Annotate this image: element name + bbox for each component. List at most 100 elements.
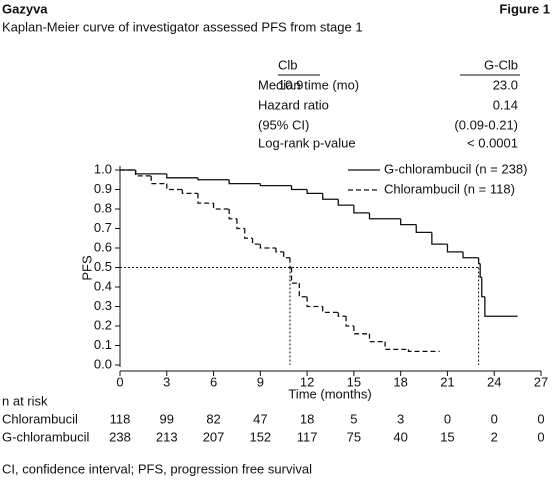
- at-risk-value: 0: [537, 411, 544, 426]
- km-step: [166, 183, 183, 191]
- km-step: [228, 179, 261, 185]
- at-risk-value: 18: [300, 411, 314, 426]
- y-tick-label: 1.0: [94, 161, 112, 176]
- km-step: [337, 312, 347, 317]
- km-step: [259, 183, 292, 187]
- stats-value: 23.0: [493, 77, 518, 92]
- km-step: [431, 232, 448, 245]
- x-axis-label: Time (months): [288, 386, 371, 401]
- km-step: [384, 341, 409, 351]
- km-step: [446, 244, 464, 253]
- at-risk-value: 213: [156, 429, 178, 444]
- x-tick-label: 0: [116, 374, 123, 389]
- y-tick-label: 0.3: [94, 298, 112, 313]
- x-tick-label: 18: [393, 374, 407, 389]
- x-tick-label: 27: [534, 374, 548, 389]
- y-tick-label: 0.5: [94, 259, 112, 274]
- brand: Gazyva: [2, 1, 48, 16]
- at-risk-value: 15: [440, 429, 454, 444]
- km-step: [345, 316, 354, 327]
- y-tick-label: 0.2: [94, 317, 112, 332]
- at-risk-value: 118: [110, 411, 131, 426]
- y-tick-label: 0.1: [94, 337, 112, 352]
- y-tick-label: 0.0: [94, 356, 112, 371]
- km-step: [368, 212, 401, 220]
- km-step: [306, 296, 323, 308]
- km-step: [368, 333, 386, 343]
- at-risk-name: G-chlorambucil: [2, 429, 90, 444]
- at-risk-value: 2: [491, 429, 498, 444]
- x-tick-label: 12: [300, 374, 314, 389]
- km-step: [197, 177, 230, 181]
- at-risk-value: 82: [206, 411, 220, 426]
- km-step: [212, 203, 230, 210]
- y-tick-label: 0.9: [94, 181, 112, 196]
- at-risk-value: 152: [249, 429, 271, 444]
- at-risk-value: 238: [109, 429, 131, 444]
- y-tick-label: 0.4: [94, 278, 112, 293]
- km-step: [166, 173, 198, 179]
- km-step: [134, 170, 167, 175]
- km-step: [197, 193, 214, 204]
- km-step: [322, 193, 339, 200]
- at-risk-title: n at risk: [2, 393, 48, 408]
- stats-label: Hazard ratio: [258, 97, 329, 112]
- km-step: [134, 170, 152, 177]
- km-step: [479, 263, 482, 278]
- stats-label: (95% CI): [258, 117, 309, 132]
- stats-header: Clb: [278, 57, 298, 72]
- km-step: [298, 283, 308, 298]
- at-risk-value: 3: [397, 411, 404, 426]
- km-step: [353, 326, 370, 335]
- km-step: [236, 218, 245, 230]
- km-step: [290, 185, 308, 191]
- y-axis-label: PFS: [79, 255, 94, 281]
- at-risk-value: 99: [160, 411, 174, 426]
- at-risk-value: 47: [253, 411, 267, 426]
- at-risk-value: 0: [491, 411, 498, 426]
- stats-label: Log-rank p-value: [258, 135, 356, 150]
- x-tick-label: 6: [210, 374, 217, 389]
- km-step: [337, 199, 354, 206]
- km-step: [481, 277, 485, 298]
- stats-value: < 0.0001: [467, 135, 518, 150]
- stats-header: G-Clb: [484, 57, 518, 72]
- km-step: [251, 238, 261, 245]
- km-step: [322, 306, 339, 313]
- at-risk-value: 5: [350, 411, 357, 426]
- km-step: [259, 244, 276, 249]
- x-tick-label: 21: [440, 374, 454, 389]
- legend-label: G-chlorambucil (n = 238): [384, 161, 527, 176]
- km-step: [484, 296, 518, 317]
- at-risk-value: 40: [393, 429, 407, 444]
- km-step: [228, 209, 237, 220]
- footnote: CI, confidence interval; PFS, progressio…: [2, 461, 312, 476]
- at-risk-value: 75: [347, 429, 361, 444]
- stats-label: Median time (mo): [258, 77, 359, 92]
- km-step: [150, 175, 167, 185]
- chart-title: Kaplan-Meier curve of investigator asses…: [2, 19, 363, 34]
- at-risk-value: 117: [297, 429, 318, 444]
- figure-label: Figure 1: [499, 1, 550, 16]
- at-risk-value: 0: [444, 411, 451, 426]
- legend-label: Chlorambucil (n = 118): [384, 181, 515, 196]
- km-step: [275, 248, 284, 253]
- x-tick-label: 24: [487, 374, 501, 389]
- stats-value: (0.09-0.21): [454, 117, 518, 132]
- km-step: [283, 251, 290, 259]
- x-tick-label: 9: [257, 374, 264, 389]
- stats-value: 0.14: [493, 97, 518, 112]
- km-step: [181, 189, 198, 195]
- km-step: [400, 218, 417, 226]
- at-risk-value: 0: [537, 429, 544, 444]
- km-step: [289, 257, 292, 269]
- at-risk-name: Chlorambucil: [2, 411, 78, 426]
- km-step: [244, 228, 253, 239]
- km-step: [290, 267, 300, 284]
- stats-value: 10.9: [278, 77, 303, 92]
- km-step: [477, 257, 481, 265]
- km-step: [415, 224, 432, 234]
- km-step: [353, 205, 370, 214]
- km-step: [462, 251, 479, 259]
